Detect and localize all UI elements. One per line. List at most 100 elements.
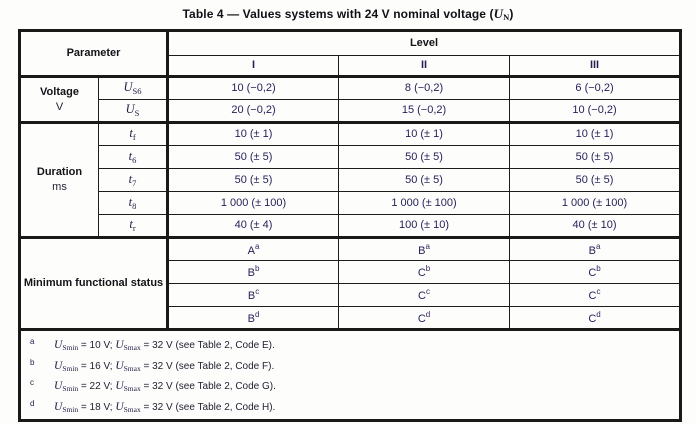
- row-t6: t6 50 (± 5) 50 (± 5) 50 (± 5): [20, 145, 682, 169]
- row-us6: Voltage V US6 10 (−0,2) 8 (−0,2) 6 (−0,2…: [19, 76, 682, 124]
- row-footnotes: a USmin = 10 V; USmax = 32 V (see Table …: [18, 329, 682, 421]
- footnote-a-text: USmin = 10 V; USmax = 32 V (see Table 2,…: [54, 337, 275, 353]
- header-parameter: Parameter: [18, 30, 170, 78]
- footnote-text-seg: = 16 V;: [78, 360, 116, 372]
- value-t6-level3: 50 (± 5): [509, 145, 682, 169]
- value-t8-level3: 1 000 (± 100): [509, 191, 682, 215]
- mfs-1-level3: Ba: [509, 237, 682, 261]
- symbol-t7-base: t: [128, 171, 133, 186]
- footnote-symbol-sub: Smin: [62, 404, 79, 414]
- mfs-status: B: [247, 267, 255, 280]
- footnote-text-seg: = 10 V;: [78, 340, 116, 351]
- row-mfs-3: Bc Cc Cc: [20, 283, 682, 307]
- footnote-c-marker: c: [30, 378, 34, 387]
- value-us6-level2: 8 (−0,2): [338, 76, 511, 100]
- mfs-label: Minimum functional status: [18, 237, 170, 331]
- values-table: Parameter Level I II III Voltage V US6 1…: [18, 29, 683, 422]
- mfs-status: B: [247, 312, 255, 325]
- footnote-symbol: U: [115, 400, 124, 413]
- symbol-t6-sub: 6: [132, 154, 137, 165]
- symbol-t7-sub: 7: [132, 177, 137, 188]
- mfs-footnote-ref: a: [595, 241, 601, 251]
- mfs-footnote-ref: b: [425, 264, 431, 274]
- mfs-2-level1: Bb: [167, 260, 340, 284]
- symbol-t6-base: t: [128, 148, 133, 163]
- value-us-level1: 20 (−0,2): [167, 99, 340, 124]
- value-tr-level3: 40 (± 10): [509, 214, 682, 239]
- mfs-4-level3: Cd: [509, 306, 682, 331]
- footnote-symbol: U: [54, 400, 63, 413]
- mfs-status: B: [247, 290, 256, 303]
- mfs-3-level3: Cc: [509, 283, 682, 307]
- voltage-group-unit: V: [55, 100, 64, 113]
- footnote-symbol-sub: Smin: [62, 363, 79, 373]
- footnote-symbol-sub: Smin: [62, 343, 79, 352]
- symbol-us-sub: S: [134, 108, 140, 119]
- table-title-suffix: ): [509, 7, 514, 21]
- mfs-footnote-ref: c: [596, 287, 601, 297]
- symbol-tr-sub: r: [132, 223, 136, 234]
- duration-group-unit: ms: [52, 181, 67, 193]
- mfs-footnote-ref: a: [425, 241, 430, 251]
- footnote-symbol-sub: Smax: [123, 343, 141, 352]
- param-group-duration: Duration ms: [19, 122, 99, 239]
- mfs-footnote-ref: c: [425, 287, 430, 297]
- row-t8: t8 1 000 (± 100) 1 000 (± 100) 1 000 (± …: [20, 191, 682, 215]
- row-tf: Duration ms tf 10 (± 1) 10 (± 1) 10 (± 1…: [19, 122, 682, 239]
- mfs-footnote-ref: d: [254, 309, 260, 319]
- mfs-footnote-ref: b: [254, 264, 260, 274]
- header-level-II: II: [338, 55, 511, 78]
- mfs-footnote-ref: a: [254, 241, 260, 251]
- footnote-a: a USmin = 10 V; USmax = 32 V (see Table …: [30, 337, 671, 358]
- footnote-text-seg: = 32 V (see Table 2, Code E).: [140, 340, 275, 351]
- mfs-footnote-ref: c: [255, 287, 260, 297]
- footnote-symbol: U: [54, 339, 63, 351]
- header-row-level: Parameter Level: [18, 30, 682, 78]
- footnote-d-marker: d: [30, 398, 35, 408]
- symbol-us6: US6: [97, 76, 170, 100]
- mfs-footnote-ref: d: [425, 309, 431, 319]
- footnote-symbol: U: [115, 380, 124, 392]
- value-t7-level1: 50 (± 5): [167, 168, 340, 192]
- footnote-d: d USmin = 18 V; USmax = 32 V (see Table …: [30, 399, 671, 420]
- mfs-status: C: [588, 312, 597, 325]
- footnote-symbol: U: [115, 359, 124, 372]
- mfs-4-level2: Cd: [338, 306, 511, 331]
- footnote-symbol: U: [115, 339, 124, 351]
- symbol-us: US: [97, 99, 170, 124]
- mfs-1-level2: Ba: [338, 237, 511, 261]
- duration-group-label: Duration: [36, 166, 83, 179]
- footnote-a-marker: a: [30, 337, 35, 346]
- mfs-4-level1: Bd: [167, 306, 340, 331]
- row-tr: tr 40 (± 4) 100 (± 10) 40 (± 10): [20, 214, 682, 239]
- mfs-3-level1: Bc: [167, 283, 340, 307]
- mfs-status: C: [588, 290, 597, 303]
- mfs-status: C: [588, 267, 597, 280]
- header-row-level-numerals: I II III: [20, 55, 682, 78]
- value-tr-level1: 40 (± 4): [167, 214, 340, 239]
- footnote-text-seg: = 22 V;: [78, 381, 116, 392]
- footnote-symbol-sub: Smax: [123, 384, 141, 393]
- mfs-status: C: [417, 312, 426, 325]
- mfs-3-level2: Cc: [338, 283, 511, 307]
- symbol-us6-base: U: [123, 80, 133, 95]
- table-title-text: Table 4 — Values systems with 24 V nomin…: [182, 7, 494, 21]
- symbol-tf-base: t: [129, 126, 133, 141]
- footnotes-cell: a USmin = 10 V; USmax = 32 V (see Table …: [18, 329, 682, 421]
- footnote-text-seg: = 18 V;: [78, 401, 116, 413]
- mfs-status: C: [417, 267, 426, 280]
- symbol-t6: t6: [97, 145, 170, 169]
- footnote-b-marker: b: [30, 357, 35, 367]
- row-mfs-2: Bb Cb Cb: [20, 260, 682, 284]
- value-t6-level1: 50 (± 5): [167, 145, 340, 169]
- value-tf-level1: 10 (± 1): [167, 122, 340, 146]
- footnote-symbol: U: [54, 359, 63, 372]
- title-un-symbol: U: [493, 6, 504, 21]
- header-level-III: III: [509, 55, 682, 78]
- mfs-status: B: [418, 244, 426, 257]
- symbol-t8: t8: [97, 191, 170, 215]
- value-t7-level3: 50 (± 5): [509, 168, 682, 192]
- title-un-subscript: N: [503, 12, 510, 22]
- mfs-footnote-ref: b: [596, 264, 601, 274]
